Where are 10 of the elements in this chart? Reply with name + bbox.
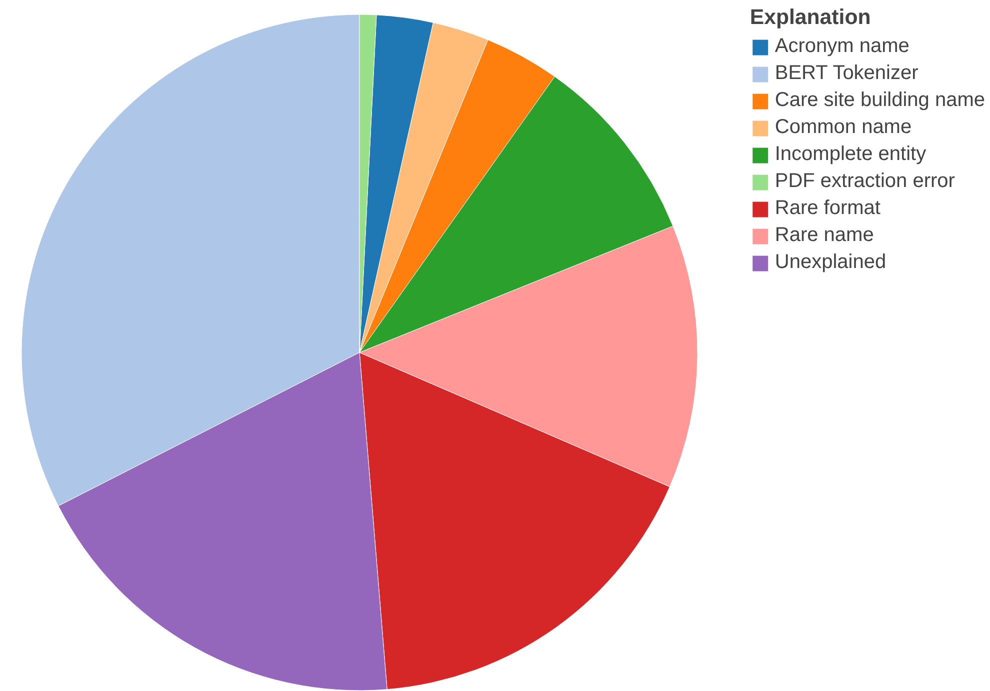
legend-label: PDF extraction error	[774, 170, 955, 193]
legend-label: Common name	[774, 116, 912, 139]
legend-label: Rare format	[774, 197, 880, 220]
legend-label: Care site building name	[774, 89, 985, 112]
legend-label: Unexplained	[774, 251, 886, 274]
legend-label: Rare name	[774, 224, 874, 247]
legend-label: BERT Tokenizer	[774, 62, 918, 85]
legend-label: Acronym name	[774, 35, 910, 58]
legend-title: Explanation	[750, 5, 872, 30]
legend-label: Incomplete entity	[774, 143, 926, 166]
